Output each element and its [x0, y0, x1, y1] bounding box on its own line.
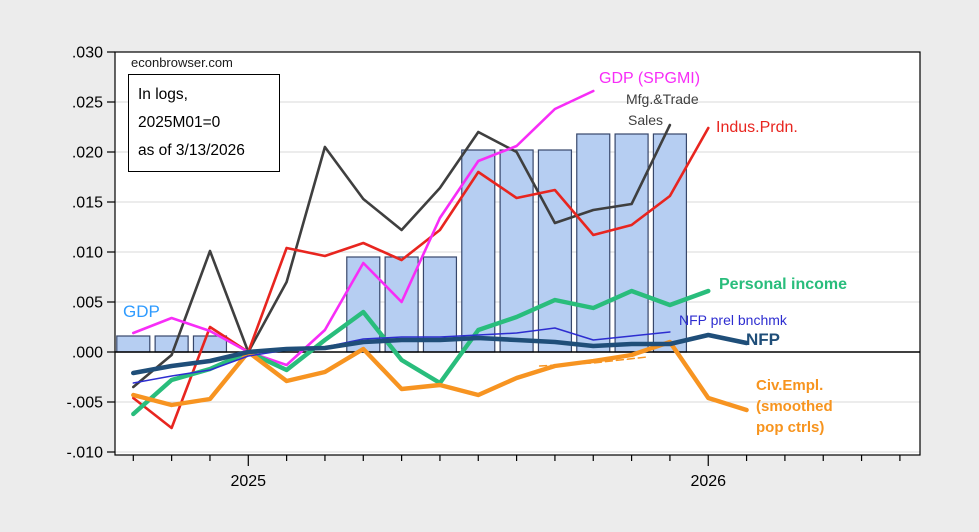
- y-axis-tick-label: .030: [72, 45, 103, 62]
- x-axis-year-label: 2026: [690, 473, 726, 490]
- annotation-line-3: as of 3/13/2026: [138, 142, 245, 159]
- bar-gdp: [614, 133, 649, 353]
- series-civ-empl-dashed-segment-line: [538, 356, 648, 367]
- bar-gdp: [537, 149, 573, 353]
- bar-gdp: [116, 335, 151, 353]
- annotation-line-2: 2025M01=0: [138, 114, 221, 131]
- bar-gdp: [384, 256, 419, 353]
- y-axis-tick-label: -.010: [67, 445, 104, 462]
- y-axis-tick-label: .025: [72, 95, 103, 112]
- y-axis-tick-label: .010: [72, 245, 103, 262]
- bar-gdp: [154, 335, 189, 353]
- series-nfp-line: [131, 332, 749, 376]
- y-axis-tick-label: .000: [72, 345, 103, 362]
- y-axis-tick-label: .020: [72, 145, 103, 162]
- y-axis-tick-label: .005: [72, 295, 103, 312]
- series-mfg-trade-sales-line: [132, 123, 672, 389]
- bar-gdp: [652, 133, 688, 353]
- y-axis-tick-label: -.005: [67, 395, 104, 412]
- series-personal-income-line: [131, 288, 711, 417]
- series-gdp-spgmi-line: [132, 89, 595, 367]
- bar-gdp: [576, 133, 611, 353]
- y-axis-tick-label: .015: [72, 195, 103, 212]
- series-indus-prdn-line: [132, 126, 710, 430]
- plot-frame: [114, 51, 921, 456]
- watermark: econbrowser.com: [131, 55, 233, 70]
- series-civ-empl-smoothed-pop-ctrls-line: [131, 339, 749, 413]
- annotation-line-1: In logs,: [138, 86, 188, 103]
- annotation-box: In logs, 2025M01=0 as of 3/13/2026: [128, 74, 280, 172]
- x-axis-year-label: 2025: [230, 473, 266, 490]
- series-nfp-prel-bnchmk-line: [132, 327, 671, 384]
- bar-gdp: [461, 149, 496, 353]
